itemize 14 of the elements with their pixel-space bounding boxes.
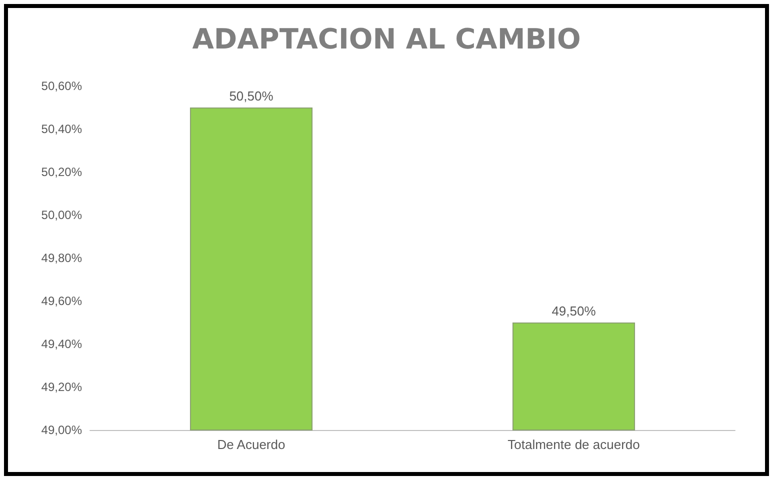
y-tick-label: 50,00% bbox=[41, 208, 82, 222]
y-tick-label: 49,80% bbox=[41, 251, 82, 265]
x-tick-label: Totalmente de acuerdo bbox=[508, 437, 640, 452]
y-tick-label: 49,00% bbox=[41, 423, 82, 437]
y-tick-label: 49,60% bbox=[41, 294, 82, 308]
data-label: 50,50% bbox=[229, 88, 274, 104]
y-tick-label: 49,20% bbox=[41, 380, 82, 394]
y-tick-label: 49,40% bbox=[41, 337, 82, 351]
x-tick-label: De Acuerdo bbox=[217, 437, 286, 452]
y-tick-label: 50,60% bbox=[41, 79, 82, 93]
data-label: 49,50% bbox=[552, 304, 596, 318]
chart-title: ADAPTACION AL CAMBIO bbox=[192, 22, 581, 56]
y-tick-label: 50,40% bbox=[41, 122, 82, 136]
y-tick-label: 50,20% bbox=[41, 165, 82, 179]
